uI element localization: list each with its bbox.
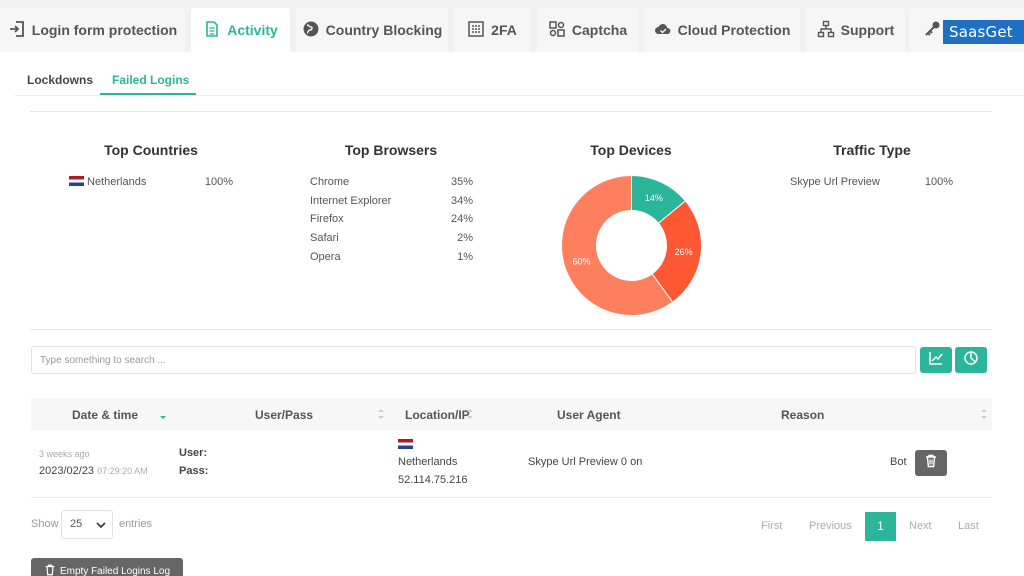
empty-failed-logins-button[interactable]: Empty Failed Logins Log (31, 558, 183, 576)
pagination-last[interactable]: Last (958, 520, 979, 532)
browser-value: 24% (450, 213, 473, 225)
row-country: Netherlands (398, 456, 458, 468)
sort-icon[interactable] (377, 407, 385, 421)
document-icon (203, 20, 221, 41)
show-label: Show (31, 518, 59, 530)
tab-2fa[interactable]: 2FA (454, 8, 530, 52)
row-time-ago: 3 weeks ago (39, 449, 90, 459)
traffic-value: 100% (924, 176, 953, 188)
sort-icon[interactable] (980, 407, 988, 421)
tab-login-form-protection[interactable]: Login form protection (0, 8, 185, 52)
country-value: 100% (204, 176, 233, 188)
row-divider (31, 497, 992, 498)
traffic-name: Skype Url Preview (790, 176, 880, 188)
row-user-label: User: (179, 447, 208, 459)
tab-captcha[interactable]: Captcha (537, 8, 638, 52)
donut-slice (651, 200, 702, 303)
pagination-previous[interactable]: Previous (809, 520, 852, 532)
row-pass-label: Pass: (179, 465, 209, 477)
key-icon (923, 20, 941, 41)
keypad-icon (467, 20, 485, 41)
trash-icon (44, 564, 56, 576)
subtab-lockdowns[interactable]: Lockdowns (27, 73, 94, 87)
row-date: 2023/02/23 07:29:20 AM (39, 465, 148, 477)
divider (30, 111, 992, 112)
entries-label: entries (119, 518, 153, 530)
top-countries-title: Top Countries (104, 142, 198, 158)
line-chart-button[interactable] (920, 347, 952, 373)
browser-name: Firefox (310, 213, 344, 225)
divider (30, 329, 992, 330)
login-arrow-icon (8, 20, 26, 41)
netherlands-flag-icon (69, 176, 84, 186)
browser-name: Internet Explorer (310, 195, 392, 207)
pagination-next[interactable]: Next (909, 520, 932, 532)
cloud-check-icon (654, 20, 672, 41)
globe-icon (302, 20, 320, 41)
top-devices-title: Top Devices (590, 142, 672, 158)
donut-slice-label: 60% (573, 257, 591, 267)
subtab-failed-logins[interactable]: Failed Logins (112, 73, 190, 87)
devices-donut-chart: 14% 26% 60% (561, 174, 702, 316)
row-time: 07:29:20 AM (97, 466, 148, 476)
tab-cloud-protection[interactable]: Cloud Protection (644, 8, 800, 52)
subtab-baseline (15, 95, 1024, 96)
sort-icon[interactable] (466, 407, 474, 421)
column-user-pass[interactable]: User/Pass (255, 408, 314, 422)
browser-name: Safari (310, 232, 339, 244)
subtab-active-indicator (100, 93, 196, 95)
pagination-page-1[interactable]: 1 (865, 512, 896, 541)
tab-support[interactable]: Support (806, 8, 905, 52)
chevron-down-icon (96, 522, 106, 529)
pie-chart-button[interactable] (955, 347, 987, 373)
column-user-agent[interactable]: User Agent (557, 408, 621, 422)
tab-country-blocking[interactable]: Country Blocking (296, 8, 448, 52)
country-row: Netherlands (69, 176, 146, 188)
column-date-time[interactable]: Date & time (72, 408, 139, 422)
pagination-first[interactable]: First (761, 520, 783, 532)
tab-activity[interactable]: Activity (191, 8, 290, 52)
column-location-ip[interactable]: Location/IP (405, 408, 470, 422)
browser-value: 35% (450, 176, 473, 188)
row-reason: Bot (890, 456, 907, 468)
donut-slice (561, 174, 674, 316)
row-ip: 52.114.75.216 (398, 474, 468, 486)
browser-name: Chrome (310, 176, 350, 188)
trash-icon (924, 454, 938, 473)
pie-chart-icon (963, 350, 979, 371)
entries-select[interactable]: 25 (61, 510, 113, 539)
puzzle-icon (548, 20, 566, 41)
browser-value: 2% (457, 232, 473, 244)
netherlands-flag-icon (398, 439, 413, 449)
browser-name: Opera (310, 251, 341, 263)
sitemap-icon (817, 20, 835, 41)
delete-row-button[interactable] (915, 450, 947, 476)
sort-desc-icon[interactable] (159, 407, 167, 421)
line-chart-icon (928, 350, 944, 371)
donut-slice-label: 14% (645, 193, 663, 203)
donut-slice-label: 26% (675, 247, 693, 257)
brand-watermark: SaasGet (943, 20, 1024, 44)
table-header (31, 398, 992, 430)
row-user-agent: Skype Url Preview 0 on (528, 456, 643, 468)
browser-value: 1% (457, 251, 473, 263)
traffic-type-title: Traffic Type (833, 142, 911, 158)
top-browsers-title: Top Browsers (344, 142, 438, 158)
column-reason[interactable]: Reason (781, 408, 825, 422)
browser-value: 34% (450, 195, 473, 207)
search-input[interactable] (31, 346, 916, 374)
